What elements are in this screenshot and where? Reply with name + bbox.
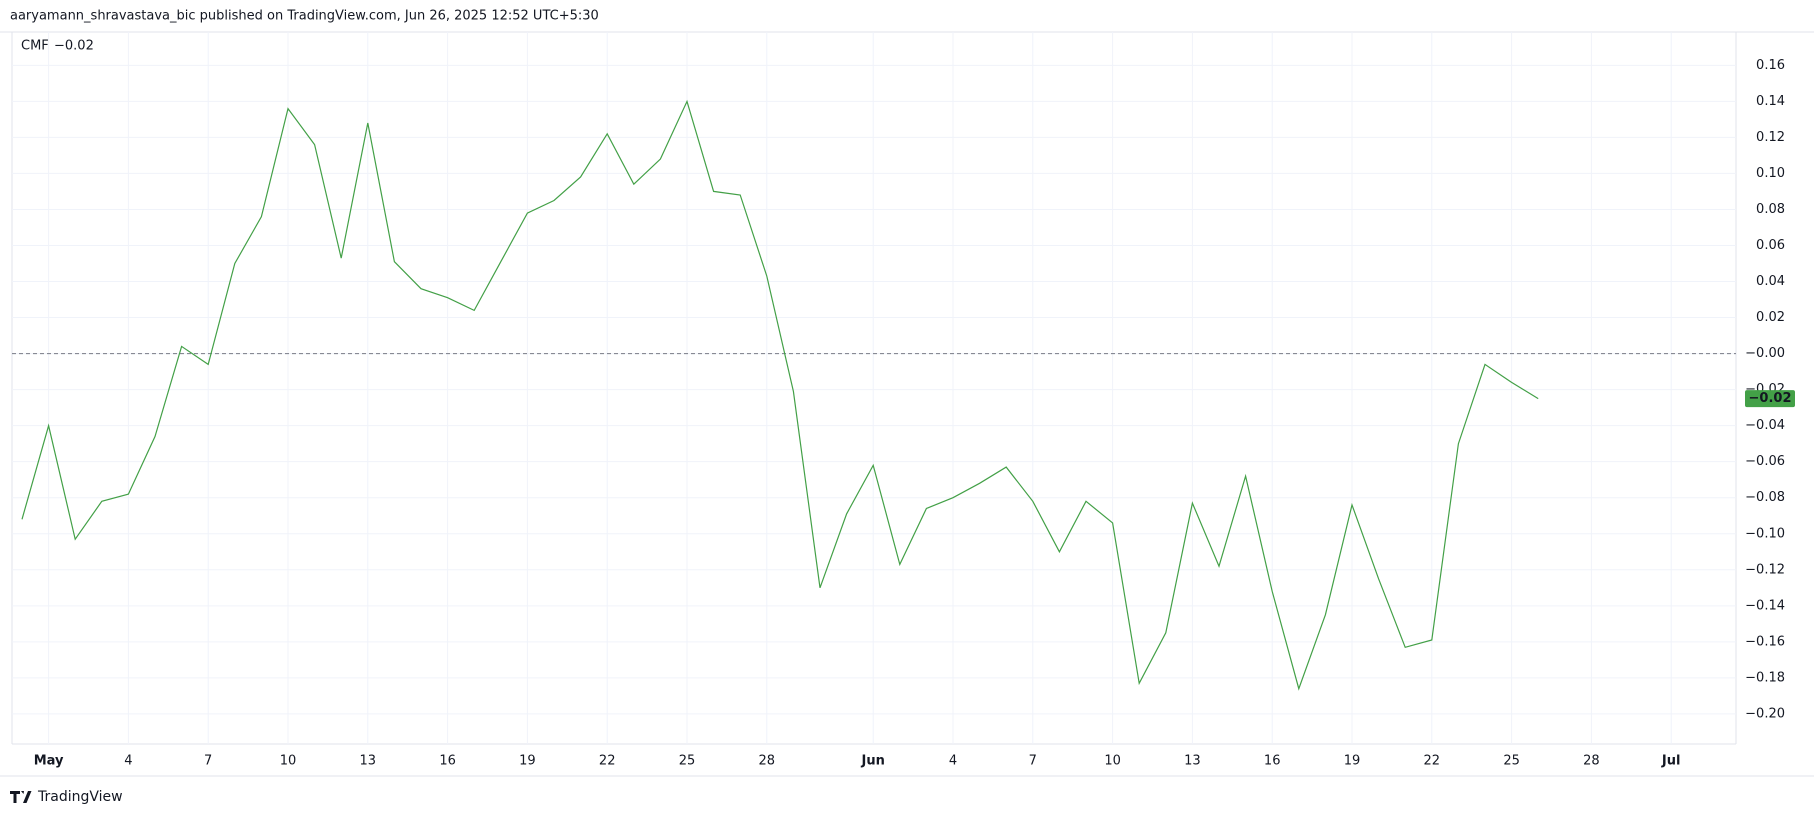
y-tick-label: 0.10 — [1756, 166, 1785, 181]
x-tick-label: 16 — [1264, 754, 1281, 769]
legend-name: CMF — [21, 39, 49, 54]
y-tick-label: 0.14 — [1756, 94, 1785, 109]
last-value-label: −0.02 — [1749, 391, 1792, 406]
y-tick-label: −0.08 — [1745, 490, 1785, 505]
x-tick-label: 16 — [439, 754, 456, 769]
footer-brand: TradingView — [37, 789, 123, 805]
x-tick-label: 7 — [204, 754, 212, 769]
cmf-line — [21, 99, 1539, 691]
x-tick-label: 10 — [280, 754, 297, 769]
legend-value: −0.02 — [54, 39, 94, 54]
y-tick-label: −0.14 — [1745, 598, 1785, 613]
x-tick-label: 25 — [679, 754, 696, 769]
x-tick-label: 4 — [949, 754, 957, 769]
y-tick-label: −0.20 — [1745, 706, 1785, 721]
y-tick-label: −0.10 — [1745, 526, 1785, 541]
y-tick-label: 0.06 — [1756, 238, 1785, 253]
x-tick-label: 13 — [1184, 754, 1201, 769]
last-value-badge — [1745, 390, 1795, 408]
y-tick-label: 0.02 — [1756, 310, 1785, 325]
y-tick-label: 0.08 — [1756, 202, 1785, 217]
x-tick-label: 7 — [1029, 754, 1037, 769]
y-tick-label: 0.12 — [1756, 130, 1785, 145]
publisher-line: aaryamann_shravastava_bic published on T… — [10, 9, 599, 24]
x-tick-label: 28 — [1583, 754, 1600, 769]
x-tick-label: 28 — [759, 754, 776, 769]
y-tick-label: −0.12 — [1745, 562, 1785, 577]
x-tick-label: 25 — [1503, 754, 1520, 769]
x-tick-label: Jul — [1661, 754, 1681, 769]
x-tick-label: Jun — [861, 754, 885, 769]
y-tick-label: −0.04 — [1745, 418, 1785, 433]
y-tick-label: −0.18 — [1745, 670, 1785, 685]
y-tick-label: −0.06 — [1745, 454, 1785, 469]
y-tick-label: 0.16 — [1756, 58, 1785, 73]
x-tick-label: 13 — [360, 754, 377, 769]
tv-logo — [10, 791, 32, 803]
y-tick-label: −0.00 — [1745, 346, 1785, 361]
x-tick-label: 22 — [1424, 754, 1441, 769]
x-tick-label: 22 — [599, 754, 616, 769]
x-tick-label: 10 — [1104, 754, 1121, 769]
y-tick-label: −0.16 — [1745, 634, 1785, 649]
x-tick-label: May — [34, 754, 64, 769]
y-tick-label: 0.04 — [1756, 274, 1785, 289]
x-tick-label: 19 — [1344, 754, 1361, 769]
x-tick-label: 19 — [519, 754, 536, 769]
x-tick-label: 4 — [124, 754, 132, 769]
